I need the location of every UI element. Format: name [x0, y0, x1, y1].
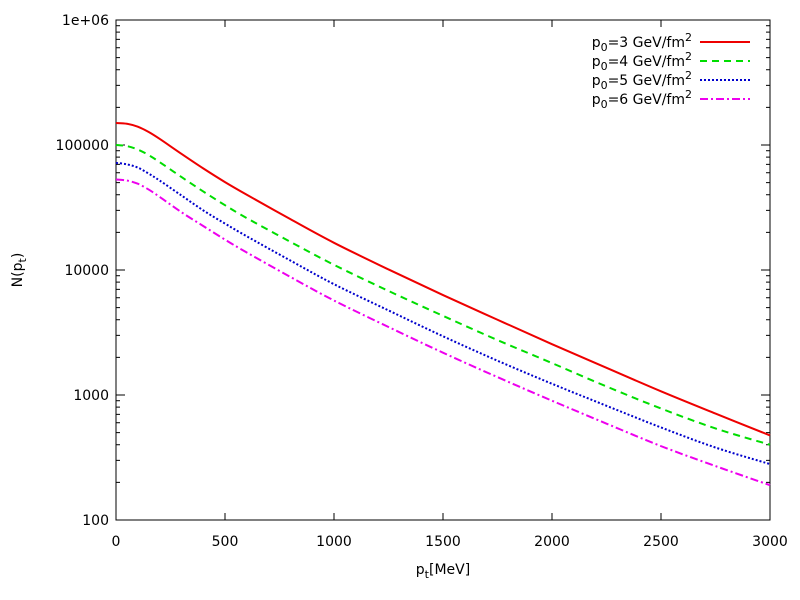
legend-label-4: p0=6 GeV/fm2 — [592, 88, 692, 111]
axes: 0 500 1000 1500 2000 2500 3000 100 1000 10000 1000… — [56, 13, 788, 550]
y-axis-label: N(pt) — [10, 253, 29, 288]
series-layer — [115, 121, 771, 487]
x-tick-label: 2000 — [534, 534, 570, 550]
y-tick-label: 1000 — [73, 388, 109, 404]
x-tick-label: 2500 — [643, 534, 679, 550]
legend-label-2: p0=4 GeV/fm2 — [592, 50, 692, 73]
y-tick-label: 10000 — [64, 263, 109, 279]
x-tick-label: 3000 — [752, 534, 788, 550]
y-tick-label: 100 — [82, 513, 109, 529]
y-tick-label: 100000 — [56, 138, 109, 154]
y-tick-label: 1e+06 — [62, 13, 109, 29]
legend-label-1: p0=3 GeV/fm2 — [592, 31, 692, 54]
series-line-3 — [115, 161, 771, 466]
x-tick-label: 500 — [212, 534, 239, 550]
x-tick-label: 0 — [112, 534, 121, 550]
series-line-4 — [115, 178, 771, 487]
series-line-1 — [115, 121, 771, 437]
x-tick-label: 1000 — [316, 534, 352, 550]
x-axis-label: pt[MeV] — [416, 562, 470, 581]
legend-label-3: p0=5 GeV/fm2 — [592, 69, 692, 92]
x-tick-label: 1500 — [425, 534, 461, 550]
